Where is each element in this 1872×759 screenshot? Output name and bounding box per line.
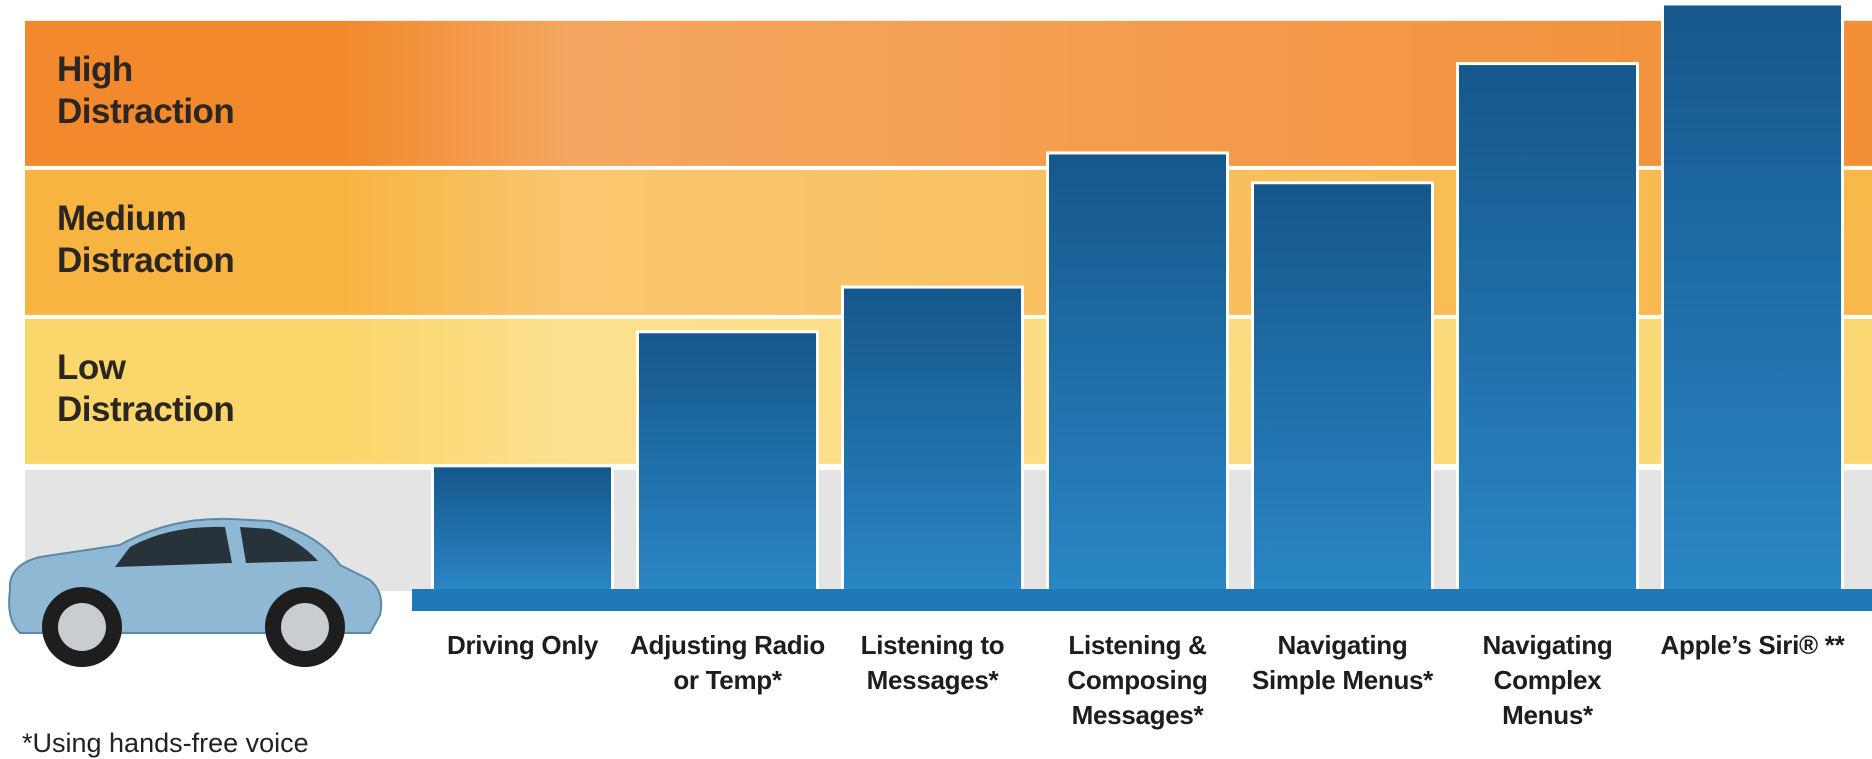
rim <box>281 603 329 651</box>
car-window <box>115 526 232 567</box>
bar <box>636 330 819 593</box>
band-label: Low Distraction <box>57 348 235 430</box>
car <box>8 517 383 667</box>
bar <box>431 464 614 593</box>
bar <box>1456 62 1639 593</box>
bar <box>1046 151 1229 593</box>
bar <box>1251 181 1434 593</box>
band-label: High Distraction <box>57 50 235 132</box>
x-tick-label: Adjusting Radio or Temp* <box>630 630 825 695</box>
x-tick-label: Apple’s Siri® ** <box>1660 630 1845 660</box>
bar <box>1661 2 1844 593</box>
x-tick-label: Listening & Composing Messages* <box>1067 630 1208 730</box>
band-shade <box>340 20 1872 166</box>
band-label: Medium Distraction <box>57 199 235 281</box>
baseline-strip <box>412 589 1872 611</box>
footnote: *Using hands-free voice <box>22 728 309 758</box>
bar <box>841 285 1024 593</box>
x-tick-label: Listening to Messages* <box>860 630 1005 695</box>
x-tick-label: Driving Only <box>447 630 598 660</box>
x-tick-label: Navigating Complex Menus* <box>1482 630 1613 730</box>
x-tick-label: Navigating Simple Menus* <box>1251 630 1434 695</box>
bars <box>431 2 1844 593</box>
rim <box>58 603 106 651</box>
car-window <box>240 527 318 563</box>
